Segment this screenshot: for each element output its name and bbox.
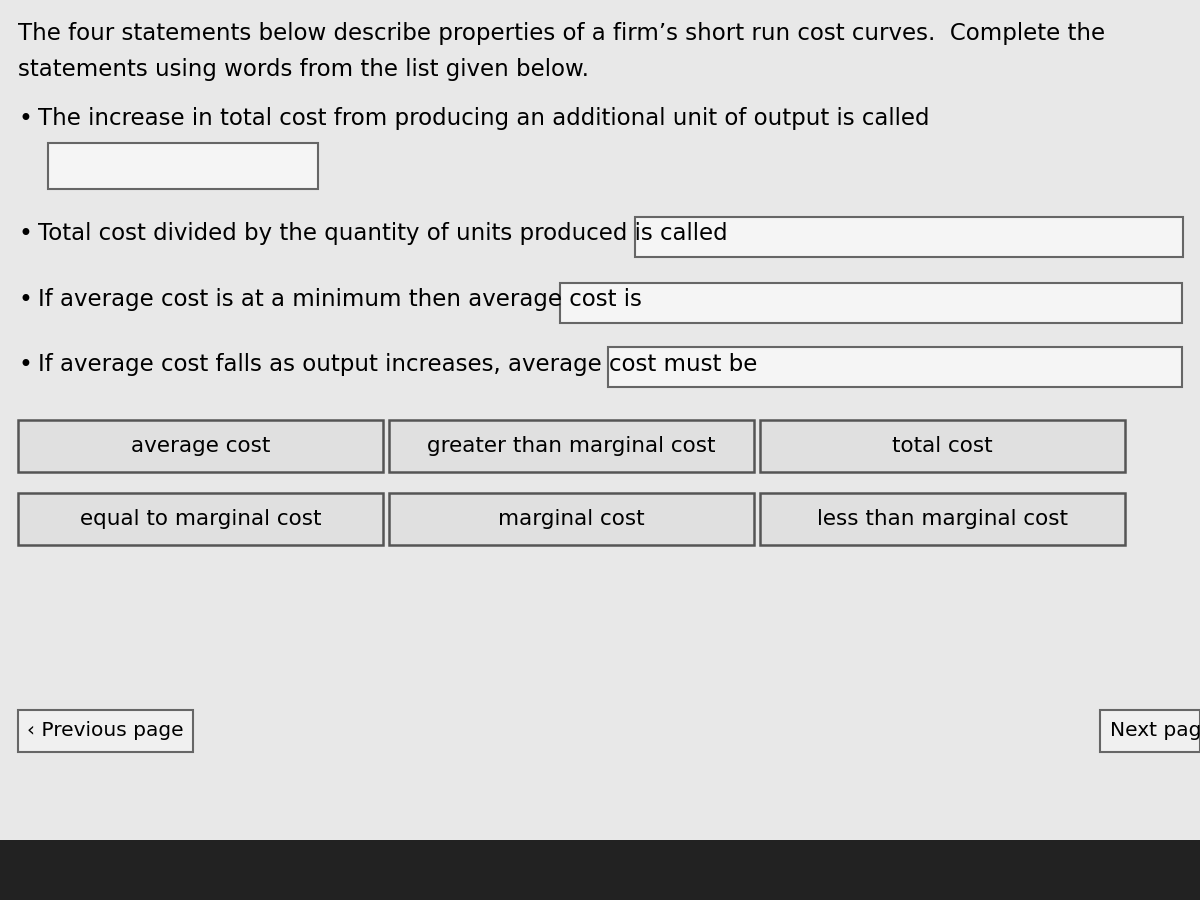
Text: equal to marginal cost: equal to marginal cost	[79, 509, 322, 529]
FancyBboxPatch shape	[389, 420, 754, 472]
FancyBboxPatch shape	[608, 347, 1182, 387]
Text: average cost: average cost	[131, 436, 270, 456]
Text: ‹ Previous page: ‹ Previous page	[28, 722, 184, 741]
Text: If average cost is at a minimum then average cost is: If average cost is at a minimum then ave…	[38, 288, 642, 311]
Text: Total cost divided by the quantity of units produced is called: Total cost divided by the quantity of un…	[38, 222, 727, 245]
FancyBboxPatch shape	[389, 493, 754, 545]
Text: Next pag: Next pag	[1110, 722, 1200, 741]
Text: •: •	[18, 222, 32, 246]
FancyBboxPatch shape	[760, 493, 1126, 545]
Text: greater than marginal cost: greater than marginal cost	[427, 436, 715, 456]
FancyBboxPatch shape	[760, 420, 1126, 472]
Text: statements using words from the list given below.: statements using words from the list giv…	[18, 58, 589, 81]
Text: The increase in total cost from producing an additional unit of output is called: The increase in total cost from producin…	[38, 107, 930, 130]
FancyBboxPatch shape	[0, 840, 1200, 900]
FancyBboxPatch shape	[560, 283, 1182, 323]
FancyBboxPatch shape	[1100, 710, 1200, 752]
FancyBboxPatch shape	[0, 0, 1200, 840]
FancyBboxPatch shape	[48, 143, 318, 189]
Text: less than marginal cost: less than marginal cost	[817, 509, 1068, 529]
FancyBboxPatch shape	[635, 217, 1183, 257]
Text: •: •	[18, 107, 32, 131]
Text: total cost: total cost	[892, 436, 992, 456]
FancyBboxPatch shape	[18, 710, 193, 752]
Text: The four statements below describe properties of a firm’s short run cost curves.: The four statements below describe prope…	[18, 22, 1105, 45]
Text: •: •	[18, 288, 32, 312]
Text: •: •	[18, 353, 32, 377]
Text: If average cost falls as output increases, average cost must be: If average cost falls as output increase…	[38, 353, 757, 376]
Text: marginal cost: marginal cost	[498, 509, 644, 529]
FancyBboxPatch shape	[18, 493, 383, 545]
FancyBboxPatch shape	[18, 420, 383, 472]
